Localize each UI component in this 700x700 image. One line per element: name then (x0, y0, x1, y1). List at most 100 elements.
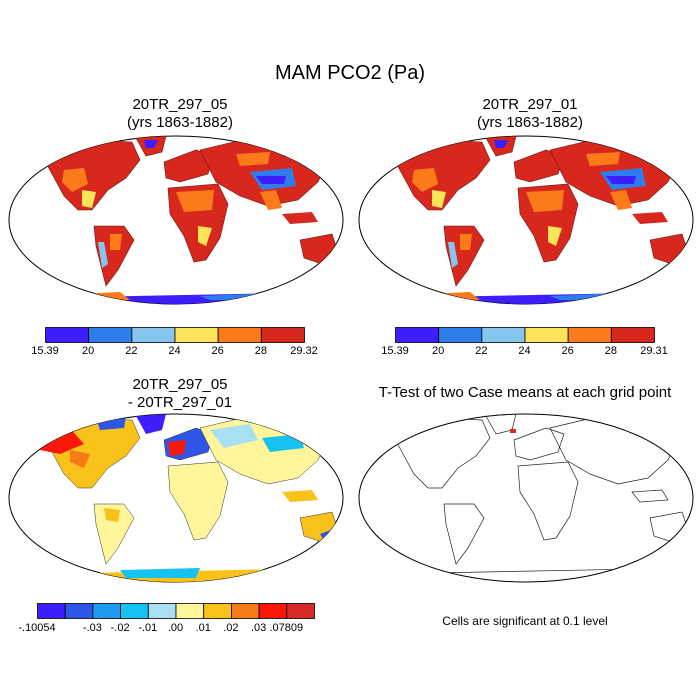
south-america-diff (93, 503, 135, 565)
panel-2-tick-label: 15.39 (381, 345, 409, 357)
panel-3-tick-label: .07809 (269, 622, 304, 634)
colorbar-box (260, 327, 305, 343)
panel-2-title-line2: (yrs 1863-1882) (477, 114, 583, 131)
panel-3-colorbar-labels: -.10054 -.03 -.02 -.01 .00 .01 .02 .03 .… (18, 622, 315, 636)
north-america-field (389, 139, 491, 211)
east-africa-field (548, 226, 562, 246)
colorbar-box (481, 327, 526, 343)
figure-title: MAM PCO2 (Pa) (274, 62, 426, 84)
panel-1-tick-label: 29.32 (290, 345, 318, 357)
panel-2-tick-label: 28 (604, 345, 617, 357)
colorbar-box (203, 603, 232, 619)
north-america-field-mid (412, 168, 438, 192)
panel-2-map (358, 135, 694, 305)
panel-1-colorbar-boxes (45, 327, 305, 343)
greenland-ice-field (144, 140, 158, 148)
colorbar-box (524, 327, 569, 343)
panel-1-colorbar-labels: 15.39 20 22 24 26 28 29.32 (31, 345, 318, 359)
colorbar-box (45, 327, 90, 343)
panel-1-title-line2: (yrs 1863-1882) (127, 114, 233, 131)
europe-field (513, 149, 565, 183)
south-america-field (443, 225, 485, 287)
greenland-diff (136, 414, 166, 434)
india-field (610, 190, 632, 210)
panel-3-map (8, 413, 344, 583)
africa-outline (517, 461, 579, 541)
panel-2-title-line1: 20TR_297_01 (482, 96, 578, 113)
east-africa-field (198, 226, 212, 246)
panel-1-tick-label: 20 (82, 345, 95, 357)
amazon-diff (104, 508, 120, 522)
panel-2-tick-label: 20 (432, 345, 445, 357)
colorbar-box (567, 327, 612, 343)
panel-3-tick-label: .01 (195, 622, 211, 634)
central-na-diff (70, 450, 90, 468)
panel-3-colorbar-boxes (37, 603, 315, 619)
panel-2-colorbar-boxes (395, 327, 655, 343)
map-frame (358, 413, 694, 583)
antarctica-edge-field (390, 292, 480, 302)
maritime-outline (631, 489, 669, 503)
panel-1-map (8, 135, 344, 305)
panel-3-tick-label: -.02 (110, 622, 130, 634)
east-asia-diff (262, 434, 304, 452)
panel-1-tick-label: 26 (211, 345, 224, 357)
panel-2-tick-label: 22 (475, 345, 488, 357)
maritime-diff (282, 490, 318, 502)
panel-3-tick-label: -.10054 (18, 622, 56, 634)
tibet-core-field (256, 176, 286, 184)
europe-field (163, 149, 215, 183)
colorbar-box (230, 603, 260, 619)
colorbar-box (147, 603, 177, 619)
antarctica-edge-field (40, 292, 130, 302)
sahara-field (526, 190, 564, 212)
siberia-field (236, 152, 270, 166)
greenland-ice-field (494, 140, 508, 148)
panel-1-tick-label: 24 (168, 345, 181, 357)
andes-field (98, 242, 108, 268)
panel-1-title: 20TR_297_05 (yrs 1863-1882) (30, 96, 330, 132)
panel-2-tick-label: 29.31 (640, 345, 668, 357)
panel-2-colorbar-labels: 15.39 20 22 24 26 28 29.31 (381, 345, 668, 359)
sahara-field (176, 190, 214, 212)
africa-diff (167, 461, 229, 541)
antarctica-outline (374, 567, 693, 582)
colorbar-box (258, 603, 288, 619)
maritime-field (282, 212, 318, 224)
europe-outline (513, 427, 565, 461)
colorbar-box (131, 327, 176, 343)
panel-3-title: 20TR_297_05 - 20TR_297_01 (30, 376, 330, 412)
colorbar-box (64, 603, 94, 619)
panel-3-tick-label: -.01 (138, 622, 158, 634)
amazon-field (460, 234, 472, 250)
panel-1-tick-label: 15.39 (31, 345, 59, 357)
siberia-diff (210, 424, 258, 448)
colorbar-box (610, 327, 655, 343)
north-america-field (39, 139, 141, 211)
south-america-outline (443, 503, 485, 565)
panel-3-colorbar (37, 603, 315, 619)
panel-1-colorbar (45, 327, 305, 343)
north-america-field-low (82, 190, 96, 208)
panel-3-title-line1: 20TR_297_05 (132, 376, 228, 393)
colorbar-box (217, 327, 262, 343)
andes-field (448, 242, 458, 268)
difference-fields (25, 414, 343, 582)
panel-3-tick-label: .02 (223, 622, 239, 634)
colorbar-box (37, 603, 66, 619)
north-america-field-low (432, 190, 446, 208)
panel-1-tick-label: 22 (125, 345, 138, 357)
panel-1-title-line1: 20TR_297_05 (132, 96, 228, 113)
panel-4-map (358, 413, 694, 583)
panel-4-title: T-Test of two Case means at each grid po… (378, 384, 672, 401)
colorbar-box (175, 603, 205, 619)
north-america-field-mid (62, 168, 88, 192)
tibet-core-field (606, 176, 636, 184)
colorbar-box (286, 603, 315, 619)
panel-1-tick-label: 28 (254, 345, 267, 357)
panel-3-title-line2: - 20TR_297_01 (127, 394, 233, 411)
land-fields (25, 136, 343, 304)
amazon-field (110, 234, 122, 250)
panel-3-tick-label: -.03 (82, 622, 102, 634)
colorbar-box (88, 327, 133, 343)
